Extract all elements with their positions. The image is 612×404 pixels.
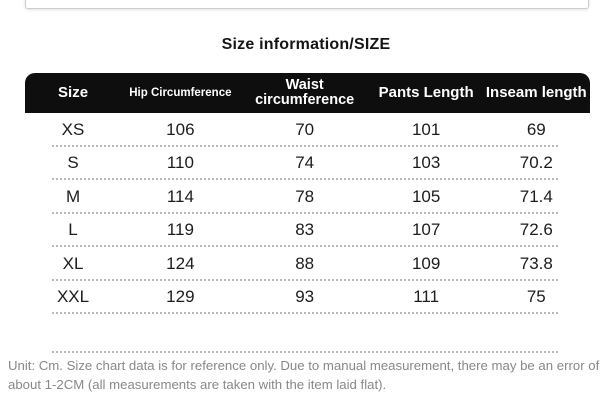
pants-length-value: 105 bbox=[411, 186, 441, 206]
waist-value: 88 bbox=[295, 253, 315, 273]
table-header-row: Size Hip Circumference Waist circumferen… bbox=[25, 73, 590, 113]
table-row: L 119 83 107 72.6 bbox=[25, 214, 590, 248]
pants-length-value: 103 bbox=[411, 153, 441, 173]
pants-length-value: 107 bbox=[411, 220, 441, 240]
size-label: XXL bbox=[56, 287, 90, 307]
waist-value: 78 bbox=[295, 186, 315, 206]
table-row: S 110 74 103 70.2 bbox=[25, 147, 590, 181]
pants-length-value: 109 bbox=[411, 253, 441, 273]
page-title: Size information/SIZE bbox=[221, 36, 391, 53]
hip-value: 106 bbox=[166, 119, 195, 139]
inseam-value: 75 bbox=[526, 287, 546, 307]
hip-value: 124 bbox=[166, 253, 195, 273]
size-label: S bbox=[67, 153, 79, 173]
hip-value: 114 bbox=[166, 186, 194, 206]
footer-divider bbox=[52, 351, 558, 353]
cropped-panel-bottom-edge bbox=[25, 0, 589, 9]
inseam-value: 70.2 bbox=[519, 153, 553, 173]
waist-value: 93 bbox=[295, 287, 315, 307]
size-label: M bbox=[65, 186, 81, 206]
inseam-value: 72.6 bbox=[519, 220, 553, 240]
column-header-inseam-length: Inseam length bbox=[485, 84, 587, 102]
inseam-value: 73.8 bbox=[519, 253, 553, 273]
waist-value: 74 bbox=[295, 153, 315, 173]
table-row: XXL 129 93 111 75 bbox=[25, 281, 590, 315]
hip-value: 129 bbox=[166, 287, 195, 307]
table-row: XL 124 88 109 73.8 bbox=[25, 247, 590, 281]
size-label: XL bbox=[62, 253, 84, 273]
size-label: L bbox=[68, 220, 78, 240]
pants-length-value: 101 bbox=[411, 119, 441, 139]
hip-value: 110 bbox=[166, 153, 194, 173]
inseam-value: 69 bbox=[526, 119, 546, 139]
inseam-value: 71.4 bbox=[519, 186, 553, 206]
measurement-disclaimer: Unit: Cm. Size chart data is for referen… bbox=[8, 358, 600, 392]
column-header-hip-circumference: Hip Circumference bbox=[129, 86, 232, 99]
table-row: M 114 78 105 71.4 bbox=[25, 180, 590, 214]
size-label: XS bbox=[61, 119, 85, 139]
column-header-pants-length: Pants Length bbox=[378, 84, 474, 102]
waist-value: 70 bbox=[295, 119, 315, 139]
table-row: XS 106 70 101 69 bbox=[25, 113, 590, 147]
hip-value: 119 bbox=[166, 220, 194, 240]
size-chart-table: Size Hip Circumference Waist circumferen… bbox=[25, 73, 590, 314]
column-header-waist-circumference: Waist circumference bbox=[255, 76, 355, 108]
pants-length-value: 111 bbox=[413, 287, 440, 307]
column-header-size: Size bbox=[58, 84, 89, 102]
waist-value: 83 bbox=[295, 220, 315, 240]
